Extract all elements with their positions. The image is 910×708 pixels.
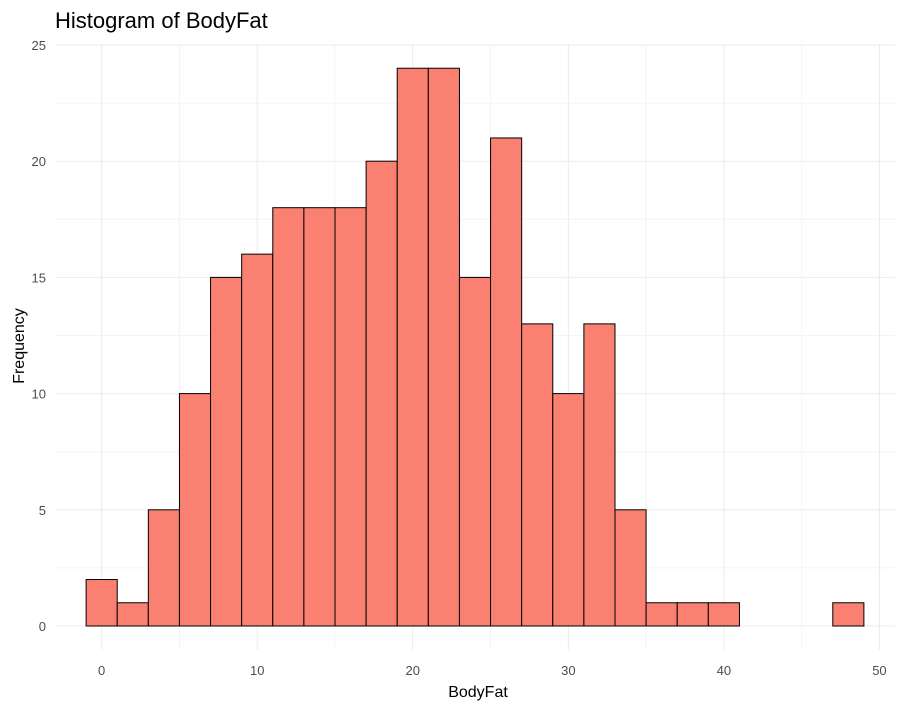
x-tick-label: 20 bbox=[406, 663, 420, 678]
x-tick-label: 50 bbox=[872, 663, 886, 678]
histogram-bar bbox=[427, 67, 460, 627]
histogram-bar bbox=[614, 509, 647, 627]
y-tick-label: 20 bbox=[32, 154, 46, 169]
histogram-bar bbox=[521, 323, 554, 627]
x-tick-label: 40 bbox=[717, 663, 731, 678]
y-tick-label: 10 bbox=[32, 387, 46, 402]
y-tick-label: 0 bbox=[39, 619, 46, 634]
x-tick-label: 10 bbox=[250, 663, 264, 678]
y-axis-title: Frequency bbox=[11, 308, 28, 384]
histogram-bar bbox=[116, 602, 149, 627]
histogram-bar bbox=[85, 579, 118, 627]
y-tick-label: 15 bbox=[32, 270, 46, 285]
y-tick-label: 25 bbox=[32, 38, 46, 53]
histogram-bar bbox=[645, 602, 678, 627]
histogram-bar bbox=[490, 137, 523, 627]
histogram-bar bbox=[552, 393, 585, 627]
histogram-bar bbox=[147, 509, 180, 627]
chart-title: Histogram of BodyFat bbox=[55, 8, 268, 33]
x-tick-label: 0 bbox=[98, 663, 105, 678]
x-axis-ticks: 0 10 20 30 40 50 bbox=[98, 663, 887, 678]
y-tick-label: 5 bbox=[39, 503, 46, 518]
histogram-bar bbox=[676, 602, 709, 627]
histogram-bar bbox=[210, 276, 243, 627]
histogram-bar bbox=[272, 207, 305, 627]
histogram-bar bbox=[178, 393, 212, 627]
y-axis-ticks: 0 5 10 15 20 25 bbox=[32, 38, 46, 634]
histogram-bar bbox=[458, 276, 492, 627]
histogram-bar bbox=[396, 67, 429, 627]
histogram-bar bbox=[334, 207, 367, 627]
histogram-bar bbox=[365, 160, 398, 627]
x-axis-title: BodyFat bbox=[448, 684, 508, 701]
histogram-bar bbox=[583, 323, 616, 627]
x-tick-label: 30 bbox=[561, 663, 575, 678]
histogram-bar bbox=[707, 602, 740, 627]
histogram-bar bbox=[241, 253, 274, 627]
histogram-bar bbox=[832, 602, 865, 627]
histogram-bar bbox=[303, 207, 336, 627]
bars bbox=[85, 67, 865, 627]
